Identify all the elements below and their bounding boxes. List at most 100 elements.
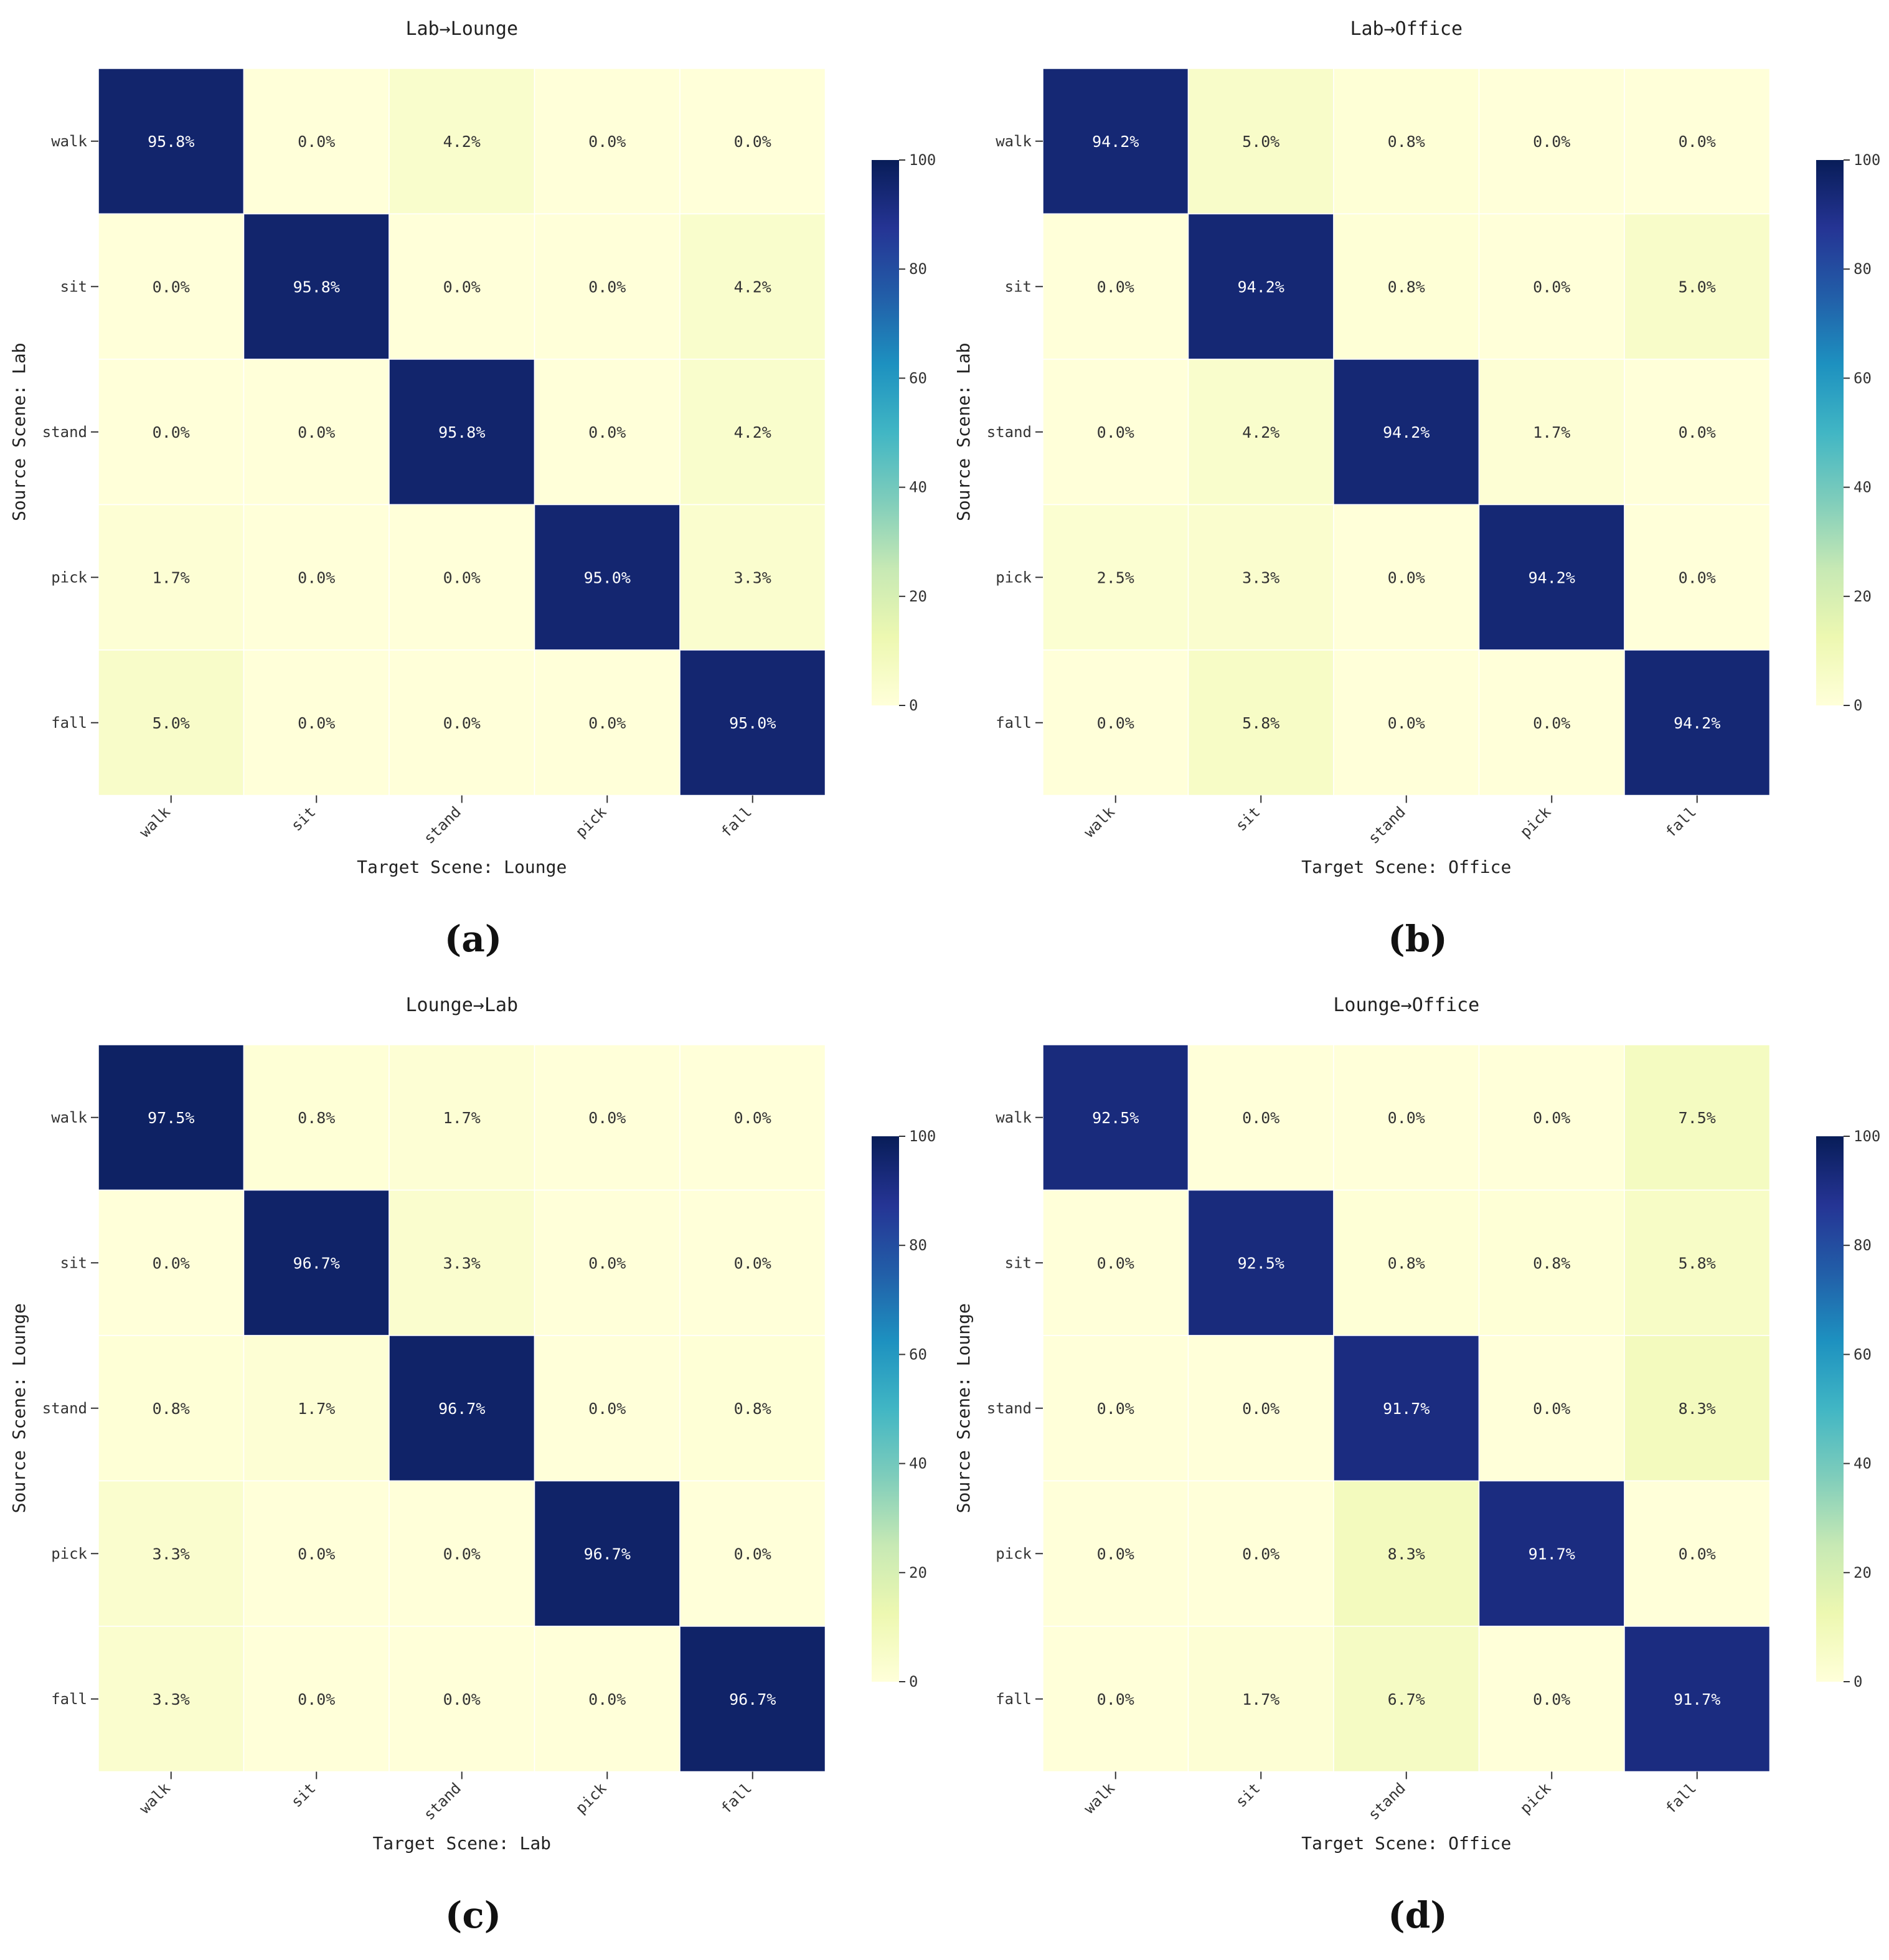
- cell-value-label: 4.2%: [1242, 423, 1279, 441]
- panel-caption: (c): [445, 1894, 501, 1936]
- colorbar-tick-label: 40: [909, 479, 927, 496]
- x-tick-label: walk: [136, 803, 174, 841]
- cell-value-label: 0.0%: [1679, 1545, 1716, 1563]
- y-axis-label: Source Scene: Lounge: [953, 1303, 974, 1513]
- cell-value-label: 0.0%: [1679, 568, 1716, 587]
- cell-value-label: 0.0%: [1097, 1545, 1134, 1563]
- colorbar-tick-label: 40: [1854, 479, 1872, 496]
- cell-value-label: 97.5%: [148, 1109, 194, 1127]
- cell-value-label: 0.8%: [1533, 1254, 1570, 1272]
- cell-value-label: 94.2%: [1529, 568, 1575, 587]
- colorbar-tick-label: 100: [909, 1128, 936, 1145]
- cell-value-label: 0.0%: [1388, 568, 1425, 587]
- cell-value-label: 0.0%: [443, 568, 481, 587]
- heatmap-cell: [1333, 1335, 1480, 1482]
- cell-value-label: 0.0%: [1097, 1254, 1134, 1272]
- heatmap-panel-3: Lounge→Lab 97.5% 0.8% 1.7% 0.0% 0.0% 0.0% 96.7%…: [9, 994, 936, 1936]
- heatmap-cell: [1187, 649, 1334, 796]
- cell-value-label: 3.3%: [734, 568, 771, 587]
- heatmap-cell: [389, 504, 535, 651]
- y-tick-label: walk: [996, 1109, 1032, 1126]
- x-tick-label: sit: [1232, 1779, 1263, 1811]
- chart-title: Lounge→Office: [1333, 994, 1479, 1016]
- heatmap-cell: [1478, 504, 1625, 651]
- heatmap-cell: [389, 359, 535, 506]
- heatmap-cell: [243, 1189, 390, 1336]
- heatmap-cell: [1042, 359, 1189, 506]
- heatmap-cell: [1624, 649, 1771, 796]
- cell-value-label: 3.3%: [1242, 568, 1279, 587]
- chart-title: Lab→Office: [1350, 18, 1463, 40]
- heatmap-cell: [98, 213, 245, 360]
- cell-value-label: 4.2%: [734, 278, 771, 296]
- heatmap-cell: [1333, 1044, 1480, 1191]
- colorbar-tick-label: 40: [909, 1455, 927, 1472]
- cell-value-label: 0.0%: [588, 1690, 626, 1708]
- cell-value-label: 6.7%: [1388, 1690, 1425, 1708]
- cell-value-label: 0.0%: [1679, 133, 1716, 151]
- heatmap-cell: [534, 68, 681, 215]
- heatmap-cell: [1624, 1044, 1771, 1191]
- cell-value-label: 92.5%: [1092, 1109, 1139, 1127]
- cell-value-label: 0.0%: [443, 1545, 481, 1563]
- x-tick-label: pick: [572, 803, 610, 841]
- heatmap-cell: [389, 213, 535, 360]
- colorbar-tick-label: 40: [1854, 1455, 1872, 1472]
- y-tick-label: pick: [996, 1545, 1032, 1562]
- cell-value-label: 5.0%: [153, 714, 190, 732]
- y-tick-label: pick: [996, 568, 1032, 586]
- cell-value-label: 95.8%: [293, 278, 340, 296]
- cell-value-label: 96.7%: [293, 1254, 340, 1272]
- cell-value-label: 0.0%: [588, 714, 626, 732]
- heatmap-cell: [1478, 359, 1625, 506]
- colorbar-tick-label: 100: [909, 151, 936, 169]
- heatmap-cell: [98, 649, 245, 796]
- cell-value-label: 0.0%: [153, 423, 190, 441]
- cell-value-label: 0.0%: [1097, 423, 1134, 441]
- heatmap-cell: [1333, 359, 1480, 506]
- y-tick-label: stand: [987, 1400, 1032, 1417]
- cell-value-label: 8.3%: [1388, 1545, 1425, 1563]
- cell-value-label: 0.0%: [1242, 1109, 1279, 1127]
- y-tick-label: fall: [51, 1690, 87, 1708]
- heatmap-cell: [1478, 213, 1625, 360]
- heatmap-cell: [389, 649, 535, 796]
- x-tick-label: stand: [1365, 803, 1409, 847]
- colorbar: [872, 1136, 899, 1682]
- x-tick-label: sit: [288, 803, 319, 834]
- y-tick-label: stand: [42, 423, 87, 441]
- cell-value-label: 0.0%: [298, 133, 335, 151]
- heatmap-cell: [1187, 1044, 1334, 1191]
- heatmap-panel-4: Lounge→Office 92.5% 0.0% 0.0% 0.0% 7.5% 0.0% 92…: [953, 994, 1880, 1936]
- y-axis-label: Source Scene: Lab: [9, 342, 29, 521]
- heatmap-cell: [389, 68, 535, 215]
- heatmap-cell: [1042, 649, 1189, 796]
- heatmap-cell: [243, 213, 390, 360]
- cell-value-label: 0.0%: [1533, 714, 1570, 732]
- cell-value-label: 8.3%: [1679, 1400, 1716, 1418]
- heatmap-cell: [1042, 1626, 1189, 1773]
- chart-title: Lounge→Lab: [405, 994, 518, 1016]
- heatmap-cell: [1478, 1189, 1625, 1336]
- colorbar-tick-label: 80: [1854, 1237, 1872, 1254]
- heatmap-cell: [1042, 504, 1189, 651]
- cell-value-label: 0.0%: [298, 714, 335, 732]
- cell-value-label: 7.5%: [1679, 1109, 1716, 1127]
- heatmap-cell: [243, 1626, 390, 1773]
- cell-value-label: 0.8%: [1388, 1254, 1425, 1272]
- y-axis-label: Source Scene: Lounge: [9, 1303, 29, 1513]
- heatmap-cell: [679, 1335, 826, 1482]
- heatmap-cell: [243, 68, 390, 215]
- heatmap-cell: [1333, 213, 1480, 360]
- x-tick-label: walk: [1080, 1779, 1118, 1817]
- x-tick-label: stand: [420, 803, 464, 847]
- heatmap-cell: [389, 1044, 535, 1191]
- heatmap-cell: [1187, 68, 1334, 215]
- panel-caption: (a): [445, 918, 502, 960]
- cell-value-label: 0.0%: [1388, 714, 1425, 732]
- colorbar-tick-label: 20: [1854, 588, 1872, 605]
- heatmap-cell: [679, 504, 826, 651]
- heatmap-cell: [1333, 1189, 1480, 1336]
- x-axis-label: Target Scene: Office: [1301, 1833, 1511, 1854]
- y-tick-label: stand: [987, 423, 1032, 441]
